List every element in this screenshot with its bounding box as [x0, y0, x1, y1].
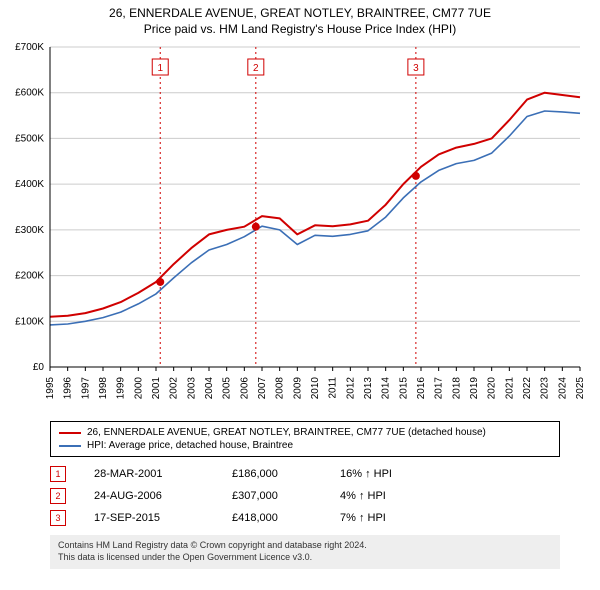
line-chart: £0 £100K £200K £300K £400K £500K £600K £700K 199…	[0, 37, 600, 417]
sale-delta: 16% ↑ HPI	[340, 468, 440, 480]
svg-text:2014: 2014	[381, 377, 392, 400]
svg-text:2007: 2007	[257, 377, 268, 400]
sale-row: 2 24-AUG-2006 £307,000 4% ↑ HPI	[50, 485, 560, 507]
svg-text:£0: £0	[33, 362, 45, 373]
svg-text:2: 2	[253, 63, 259, 74]
svg-text:2023: 2023	[540, 377, 551, 400]
svg-text:1998: 1998	[98, 377, 109, 400]
svg-text:£600K: £600K	[15, 88, 44, 99]
svg-text:2018: 2018	[451, 377, 462, 400]
svg-text:£700K: £700K	[15, 42, 44, 53]
svg-text:2020: 2020	[487, 377, 498, 400]
sale-price: £186,000	[232, 468, 312, 480]
svg-text:2001: 2001	[151, 377, 162, 400]
svg-text:2004: 2004	[204, 377, 215, 400]
sales-table: 1 28-MAR-2001 £186,000 16% ↑ HPI 2 24-AUG-200…	[50, 463, 560, 529]
svg-text:3: 3	[413, 63, 419, 74]
svg-text:2011: 2011	[328, 377, 339, 399]
svg-text:1995: 1995	[45, 377, 56, 400]
svg-text:2002: 2002	[169, 377, 180, 400]
svg-text:2013: 2013	[363, 377, 374, 400]
sale-marker-box: 3	[50, 510, 66, 526]
svg-text:2015: 2015	[398, 377, 409, 400]
page-container: 26, ENNERDALE AVENUE, GREAT NOTLEY, BRAI…	[0, 0, 600, 569]
svg-text:£500K: £500K	[15, 134, 44, 145]
svg-text:2017: 2017	[434, 377, 445, 400]
footnote-line2: This data is licensed under the Open Gov…	[58, 552, 552, 564]
legend-row: HPI: Average price, detached house, Brai…	[59, 439, 551, 452]
sale-marker-box: 1	[50, 466, 66, 482]
svg-text:2008: 2008	[275, 377, 286, 400]
legend-label: HPI: Average price, detached house, Brai…	[87, 440, 293, 451]
sale-row: 3 17-SEP-2015 £418,000 7% ↑ HPI	[50, 507, 560, 529]
sale-marker-box: 2	[50, 488, 66, 504]
svg-text:1997: 1997	[80, 377, 91, 400]
sale-row: 1 28-MAR-2001 £186,000 16% ↑ HPI	[50, 463, 560, 485]
title-address: 26, ENNERDALE AVENUE, GREAT NOTLEY, BRAI…	[0, 6, 600, 22]
sale-delta: 7% ↑ HPI	[340, 512, 440, 524]
sale-date: 24-AUG-2006	[94, 490, 204, 502]
legend-swatch	[59, 445, 81, 447]
svg-text:1999: 1999	[116, 377, 127, 400]
svg-text:2022: 2022	[522, 377, 533, 400]
svg-text:2010: 2010	[310, 377, 321, 400]
sale-price: £418,000	[232, 512, 312, 524]
svg-text:1: 1	[157, 63, 163, 74]
legend-label: 26, ENNERDALE AVENUE, GREAT NOTLEY, BRAI…	[87, 427, 486, 438]
sale-date: 17-SEP-2015	[94, 512, 204, 524]
svg-text:2000: 2000	[133, 377, 144, 400]
svg-text:£400K: £400K	[15, 179, 44, 190]
footnote-line1: Contains HM Land Registry data © Crown c…	[58, 540, 552, 552]
svg-text:£100K: £100K	[15, 316, 44, 327]
sale-date: 28-MAR-2001	[94, 468, 204, 480]
svg-text:2006: 2006	[239, 377, 250, 400]
chart-title: 26, ENNERDALE AVENUE, GREAT NOTLEY, BRAI…	[0, 0, 600, 37]
legend-box: 26, ENNERDALE AVENUE, GREAT NOTLEY, BRAI…	[50, 421, 560, 457]
svg-text:2009: 2009	[292, 377, 303, 400]
svg-text:2024: 2024	[557, 377, 568, 400]
svg-text:2021: 2021	[504, 377, 515, 400]
svg-text:2005: 2005	[222, 377, 233, 400]
chart-area: £0 £100K £200K £300K £400K £500K £600K £700K 199…	[0, 37, 600, 417]
svg-text:2025: 2025	[575, 377, 586, 400]
sale-delta: 4% ↑ HPI	[340, 490, 440, 502]
svg-text:1996: 1996	[63, 377, 74, 400]
sale-price: £307,000	[232, 490, 312, 502]
title-subtitle: Price paid vs. HM Land Registry's House …	[0, 22, 600, 38]
legend-swatch	[59, 432, 81, 434]
svg-text:2003: 2003	[186, 377, 197, 400]
svg-text:2016: 2016	[416, 377, 427, 400]
footnote: Contains HM Land Registry data © Crown c…	[50, 535, 560, 568]
svg-text:£300K: £300K	[15, 225, 44, 236]
svg-text:2012: 2012	[345, 377, 356, 400]
svg-text:£200K: £200K	[15, 271, 44, 282]
legend-row: 26, ENNERDALE AVENUE, GREAT NOTLEY, BRAI…	[59, 426, 551, 439]
svg-text:2019: 2019	[469, 377, 480, 400]
